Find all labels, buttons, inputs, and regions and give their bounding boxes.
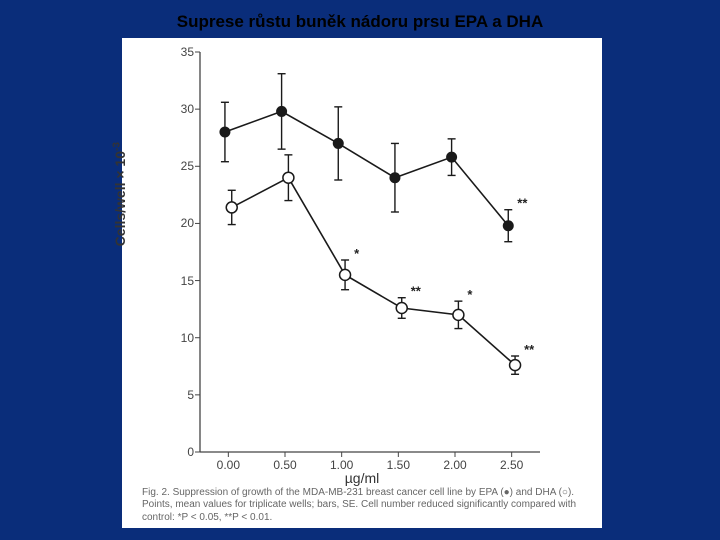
y-axis-label-text: Cells/well × 10 (112, 151, 128, 246)
svg-text:*: * (467, 287, 473, 302)
svg-text:**: ** (524, 342, 535, 357)
y-axis-label-sup: -3 (111, 142, 122, 151)
x-tick-label: 1.00 (330, 458, 353, 472)
x-tick-label: 0.50 (273, 458, 296, 472)
y-tick-label: 30 (172, 102, 194, 116)
plot-area: ******** (200, 52, 540, 452)
svg-text:*: * (354, 246, 360, 261)
x-tick-label: 0.00 (217, 458, 240, 472)
x-tick-label: 2.00 (443, 458, 466, 472)
y-tick-label: 10 (172, 331, 194, 345)
y-tick-label: 25 (172, 159, 194, 173)
y-axis-label: Cells/well × 10-3 (111, 142, 128, 246)
svg-text:**: ** (411, 284, 422, 299)
y-tick-label: 0 (172, 445, 194, 459)
y-tick-label: 35 (172, 45, 194, 59)
svg-text:**: ** (517, 196, 528, 211)
y-tick-label: 20 (172, 216, 194, 230)
figure-panel: Cells/well × 10-3 ******** µg/ml Fig. 2.… (122, 38, 602, 528)
x-tick-label: 1.50 (387, 458, 410, 472)
chart-svg: ******** (200, 52, 540, 452)
y-tick-label: 15 (172, 274, 194, 288)
x-tick-label: 2.50 (500, 458, 523, 472)
page-title: Suprese růstu buněk nádoru prsu EPA a DH… (0, 0, 720, 38)
y-tick-label: 5 (172, 388, 194, 402)
x-axis-label: µg/ml (122, 470, 602, 486)
figure-caption: Fig. 2. Suppression of growth of the MDA… (142, 487, 582, 525)
